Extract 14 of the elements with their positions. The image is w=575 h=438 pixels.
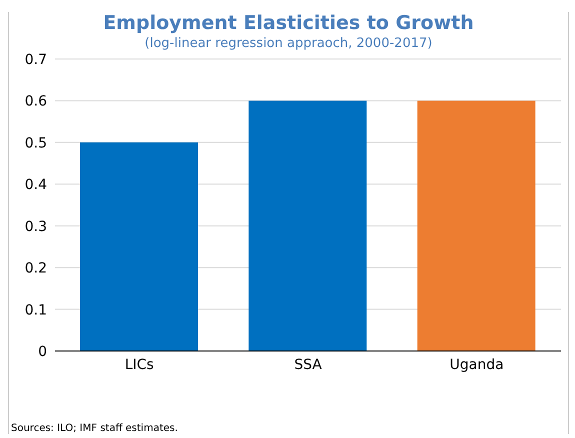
chart-subtitle: (log-linear regression appraoch, 2000-2017) — [144, 36, 434, 51]
y-tick-label: 0.7 — [24, 52, 47, 68]
y-tick-label: 0.1 — [24, 302, 47, 318]
x-tick-label: SSA — [294, 356, 322, 373]
x-tick-label: LICs — [124, 356, 154, 373]
y-tick-label: 0.6 — [24, 94, 48, 110]
y-tick-label: 0 — [38, 344, 47, 360]
y-tick-label: 0.3 — [24, 218, 47, 235]
x-tick-label: Uganda — [450, 356, 504, 373]
chart-title: Employment Elasticities to Growth — [102, 12, 475, 34]
source-note: Sources: ILO; IMF staff estimates. — [11, 423, 178, 434]
y-tick-label: 0.5 — [24, 135, 47, 152]
y-tick-label: 0.2 — [24, 260, 47, 277]
y-tick-label: 0.4 — [24, 177, 48, 194]
